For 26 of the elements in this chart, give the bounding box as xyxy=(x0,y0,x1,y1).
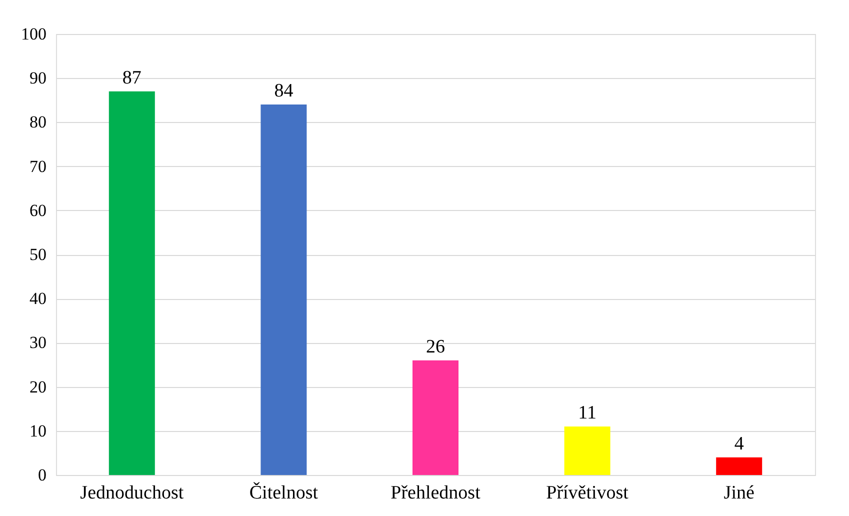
bar xyxy=(716,457,762,475)
data-label: 11 xyxy=(578,402,596,424)
y-tick-label: 60 xyxy=(30,200,46,220)
y-tick-label: 10 xyxy=(30,421,46,440)
x-tick-label: Přívětivost xyxy=(546,482,630,504)
data-label: 4 xyxy=(734,433,744,454)
y-tick-label: 20 xyxy=(30,377,46,396)
data-label: 26 xyxy=(426,336,445,358)
y-tick-label: 40 xyxy=(30,289,46,308)
bar xyxy=(412,360,458,475)
y-tick-label: 70 xyxy=(30,156,46,176)
x-tick-label: Jednoduchost xyxy=(80,482,184,504)
x-tick-label: Přehlednost xyxy=(390,482,482,504)
y-tick-label: 90 xyxy=(30,68,46,88)
y-tick-label: 0 xyxy=(38,466,46,484)
bar xyxy=(108,91,155,475)
y-tick-label: 30 xyxy=(30,333,46,352)
y-tick-label: 80 xyxy=(30,112,46,132)
y-tick-label: 50 xyxy=(30,245,46,264)
bar xyxy=(260,104,307,475)
bar xyxy=(564,426,610,475)
x-tick-label: Čitelnost xyxy=(249,482,319,504)
data-label: 87 xyxy=(122,67,142,88)
y-tick-label: 100 xyxy=(21,24,46,44)
x-tick-label: Jiné xyxy=(724,482,754,504)
data-label: 84 xyxy=(274,80,294,102)
